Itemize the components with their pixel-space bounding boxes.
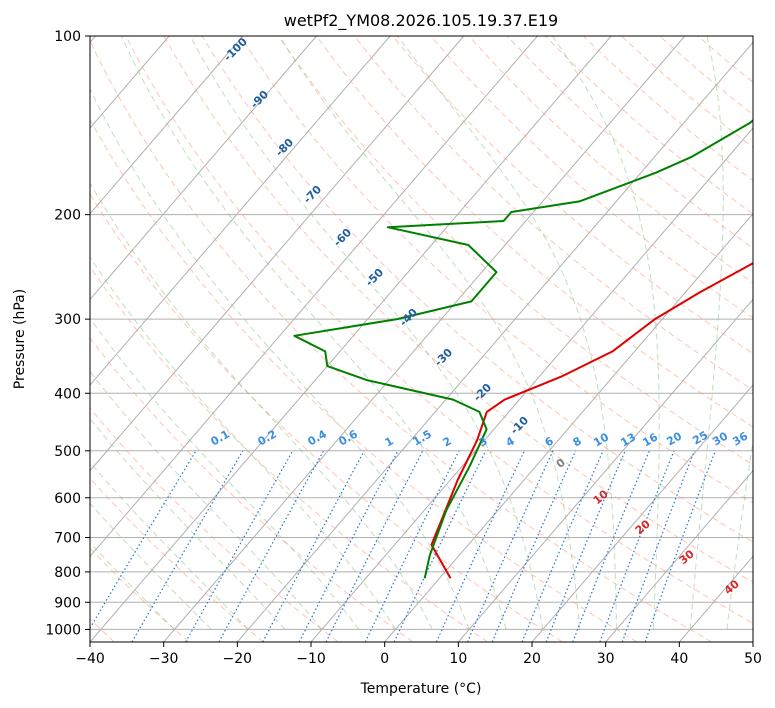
y-tick-label: 900: [54, 595, 81, 611]
isotherm-gridline: [90, 36, 465, 472]
isotherm-gridline: [310, 127, 753, 642]
mixing-ratio-line: [364, 450, 460, 642]
x-tick-label: −40: [75, 651, 105, 667]
mixing-ratio-line: [325, 450, 424, 642]
dry-adiabat: [90, 547, 190, 642]
dry-adiabat: [90, 337, 414, 642]
moist-adiabat: [278, 36, 581, 630]
isotherm-gridline: [90, 36, 391, 386]
y-tick-label: 600: [54, 491, 81, 507]
mixing-ratio-line: [644, 450, 716, 642]
x-tick-label: −30: [149, 651, 179, 667]
mixing-ratio-line: [572, 450, 650, 642]
mixing-ratio-line: [218, 450, 325, 642]
moist-adiabat: [90, 417, 286, 630]
x-axis-label: Temperature (°C): [360, 681, 482, 697]
x-tick-label: 20: [523, 651, 541, 667]
dewpoint-profile: [293, 119, 753, 579]
moist-adiabat: [726, 438, 753, 630]
moist-adiabat: [90, 256, 396, 630]
isotherm-gridline: [531, 384, 753, 642]
y-tick-label: 200: [54, 208, 81, 224]
dry-adiabat: [239, 36, 753, 504]
isotherm-gridline: [90, 36, 244, 215]
moist-adiabat: [689, 36, 724, 630]
isotherm-gridline: [90, 36, 612, 642]
x-tick-label: 0: [380, 651, 389, 667]
isotherm-gridline: [90, 36, 317, 301]
isotherm-gridline: [384, 212, 753, 642]
isotherm-gridline: [752, 641, 753, 642]
dry-adiabat: [430, 36, 753, 319]
dry-adiabat: [277, 36, 753, 466]
moist-adiabat: [189, 36, 544, 630]
y-tick-label: 700: [54, 531, 81, 547]
mixing-ratio-line: [599, 450, 675, 642]
dry-adiabat: [90, 39, 712, 642]
x-tick-label: 30: [597, 651, 615, 667]
mixing-ratio-line: [491, 450, 577, 642]
mixing-ratio-line: [466, 450, 554, 642]
isotherm-gridline: [90, 36, 538, 558]
isotherm-gridline: [163, 36, 686, 642]
x-tick-label: 50: [744, 651, 762, 667]
y-tick-label: 300: [54, 312, 81, 328]
dry-adiabat: [201, 36, 753, 543]
chart-title: wetPf2_YM08.2026.105.19.37.E19: [284, 11, 558, 31]
moist-adiabat: [552, 36, 660, 630]
y-tick-label: 400: [54, 386, 81, 402]
dry-adiabat: [392, 36, 753, 355]
mixing-ratio-line: [262, 450, 365, 642]
x-tick-label: −10: [296, 651, 326, 667]
y-axis-label: Pressure (hPa): [12, 289, 28, 389]
plot-area: [90, 36, 753, 642]
mixing-ratio-line: [621, 450, 696, 642]
isotherm-gridline: [457, 298, 753, 642]
y-tick-label: 100: [54, 29, 81, 45]
dry-adiabat: [316, 36, 753, 428]
dry-adiabat: [90, 265, 488, 642]
moist-adiabat: [90, 461, 249, 630]
y-tick-label: 500: [54, 444, 81, 460]
x-tick-label: 40: [670, 651, 688, 667]
moist-adiabat: [90, 88, 470, 630]
background-lines: [90, 36, 753, 642]
axes: −40 −30 −20 −10 0 10 20 30 40 50 100 200 300 400 500 60…: [45, 29, 762, 667]
dry-adiabat: [90, 477, 264, 642]
dry-adiabat: [354, 36, 753, 391]
moist-adiabat: [90, 317, 360, 630]
moist-adiabat: [120, 36, 507, 630]
y-tick-label: 800: [54, 565, 81, 581]
x-tick-label: 10: [449, 651, 467, 667]
dry-adiabat: [125, 36, 753, 624]
temperature-profile: [430, 262, 753, 579]
x-tick-label: −20: [223, 651, 253, 667]
moist-adiabat: [90, 370, 323, 630]
isotherm-gridline: [605, 469, 753, 642]
mixing-ratio-line: [545, 450, 626, 642]
dry-adiabat: [90, 193, 563, 642]
isotherm-gridline: [236, 41, 753, 642]
plot-frame: [89, 35, 754, 643]
moist-adiabat: [397, 36, 617, 630]
dry-adiabat: [163, 36, 753, 583]
profiles: [293, 119, 753, 579]
mixing-ratio-line: [521, 450, 604, 642]
mixing-ratio-line: [90, 450, 197, 630]
mixing-ratio-line: [185, 450, 294, 642]
dry-adiabat: [90, 118, 638, 642]
y-tick-label: 1000: [45, 622, 81, 638]
